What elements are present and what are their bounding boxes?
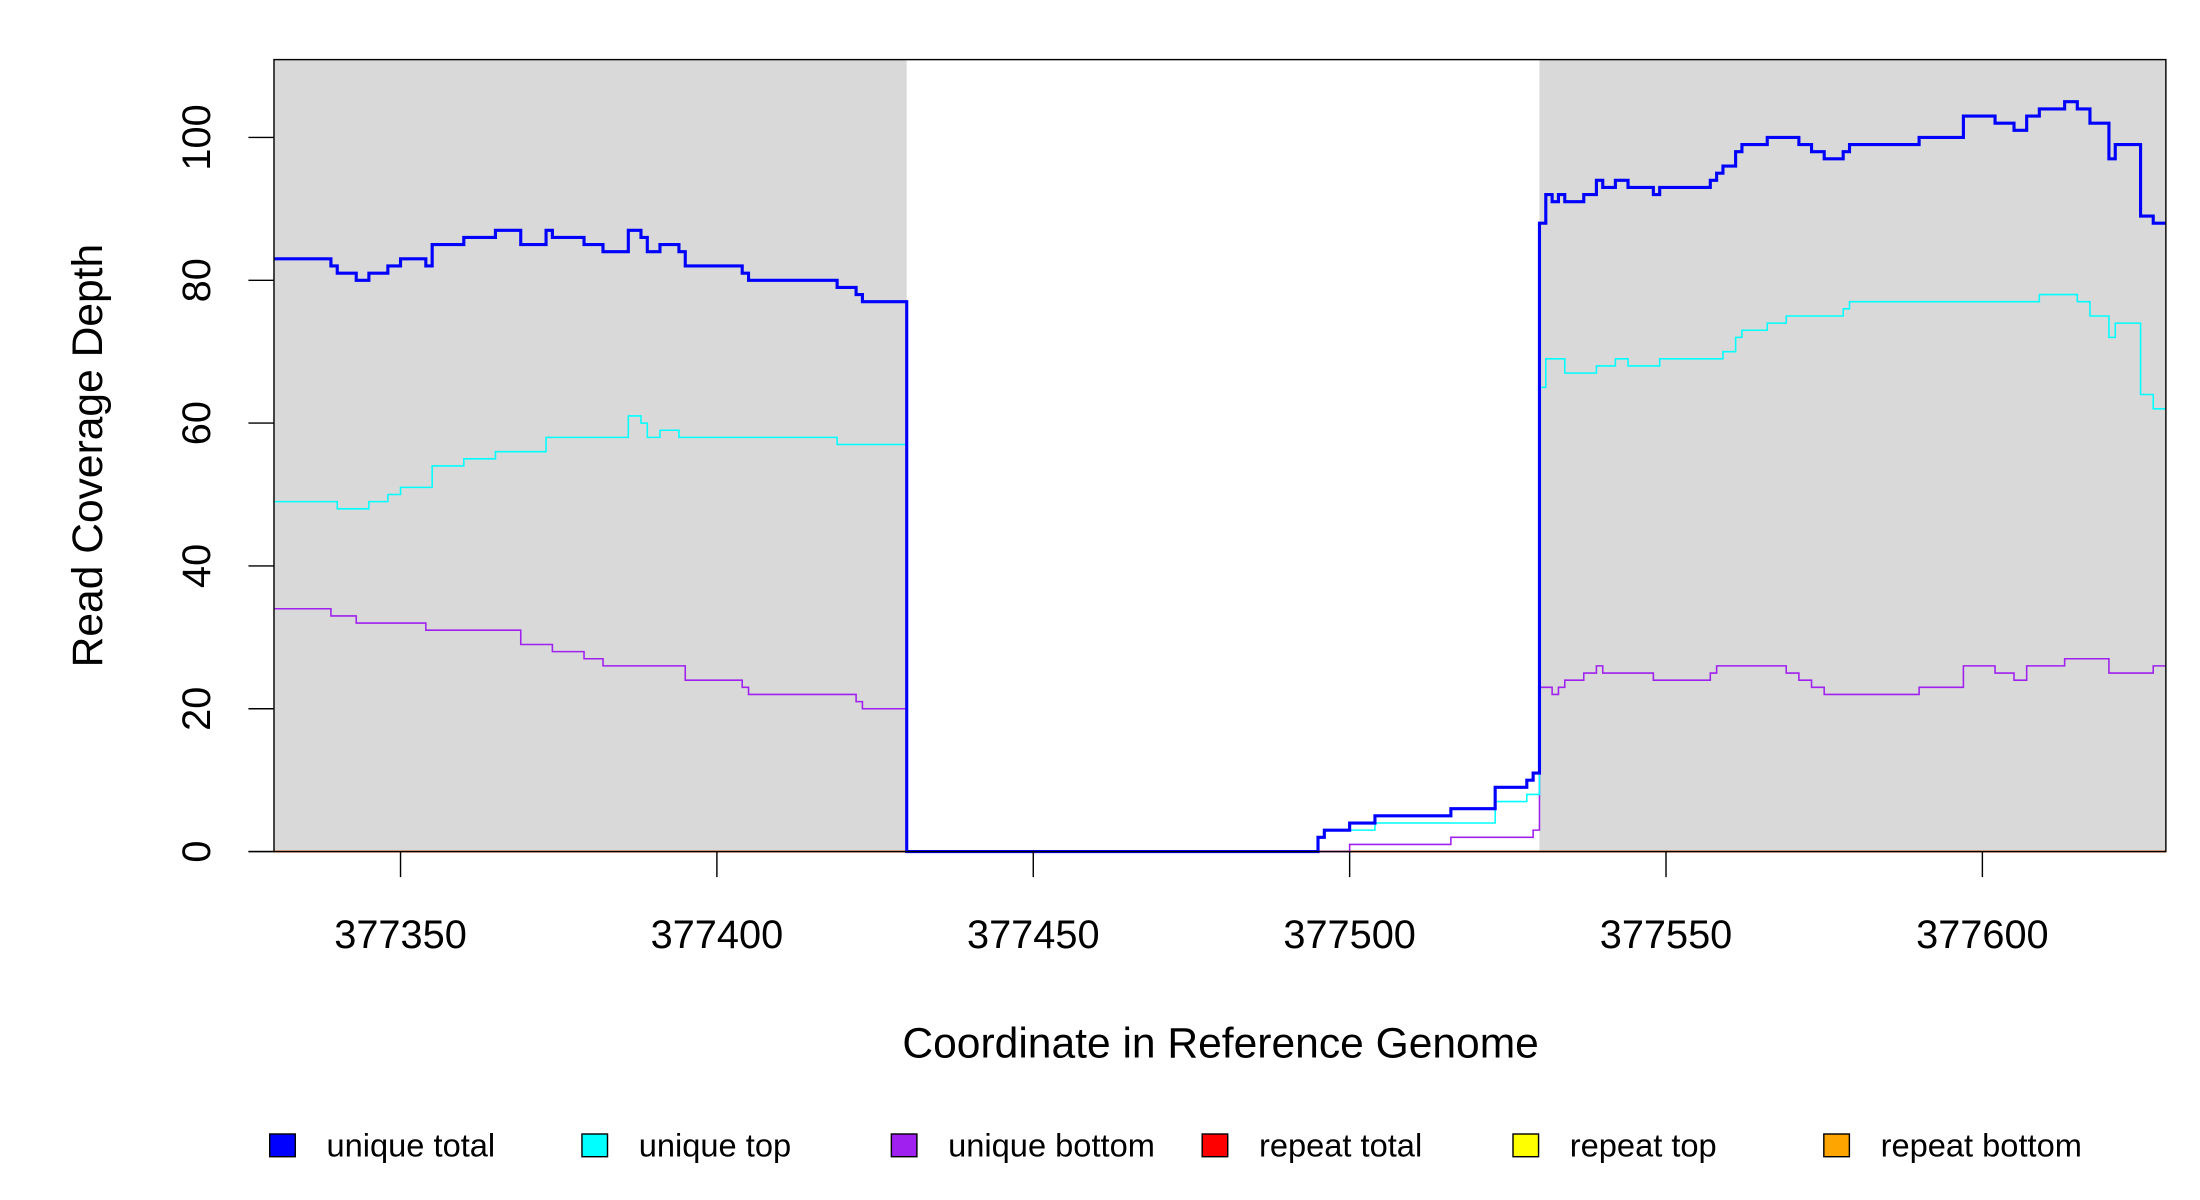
y-tick-label: 20 — [175, 687, 219, 731]
shaded-region — [273, 59, 907, 852]
y-tick-label: 80 — [175, 258, 219, 302]
legend-label: repeat bottom — [1881, 1127, 2082, 1164]
y-axis: 0 20 40 60 80 100 — [175, 104, 274, 863]
legend-label: unique top — [639, 1127, 791, 1164]
x-tick-label: 377500 — [1283, 913, 1416, 957]
legend-label: repeat top — [1570, 1127, 1717, 1164]
legend-item: repeat bottom — [1823, 1127, 2082, 1164]
y-tick-label: 60 — [175, 401, 219, 445]
legend-label: unique total — [326, 1127, 495, 1164]
x-tick-label: 377600 — [1916, 913, 2049, 957]
series-line-unique-bottom — [273, 607, 2166, 853]
legend-swatch — [1512, 1133, 1540, 1158]
legend: unique total unique top unique bottom repea… — [269, 1127, 2082, 1164]
legend-item: repeat top — [1512, 1127, 1717, 1164]
legend-swatch — [1201, 1133, 1229, 1158]
x-axis: 377350 377400 377450 377500 377550 377600 — [334, 851, 2049, 957]
y-tick-label: 100 — [175, 104, 219, 170]
legend-swatch — [1823, 1133, 1851, 1158]
legend-swatch — [890, 1133, 918, 1158]
x-axis-title: Coordinate in Reference Genome — [902, 1019, 1538, 1067]
legend-item: repeat total — [1201, 1127, 1422, 1164]
y-axis-title: Read Coverage Depth — [64, 244, 112, 668]
legend-swatch — [581, 1133, 609, 1158]
legend-item: unique top — [581, 1127, 791, 1164]
legend-swatch — [269, 1133, 296, 1158]
legend-label: repeat total — [1259, 1127, 1422, 1164]
y-tick-label: 40 — [175, 544, 219, 588]
shaded-region — [1539, 59, 2166, 852]
legend-label: unique bottom — [948, 1127, 1155, 1164]
y-tick-label: 0 — [175, 841, 219, 863]
x-tick-label: 377350 — [334, 913, 467, 957]
shaded-regions — [273, 59, 2166, 852]
x-tick-label: 377450 — [967, 913, 1100, 957]
legend-item: unique total — [269, 1127, 495, 1164]
x-tick-label: 377400 — [651, 913, 784, 957]
series-line-unique-total — [273, 100, 2166, 854]
legend-item: unique bottom — [890, 1127, 1155, 1164]
x-tick-label: 377550 — [1600, 913, 1733, 957]
plot-frame — [273, 58, 2167, 853]
